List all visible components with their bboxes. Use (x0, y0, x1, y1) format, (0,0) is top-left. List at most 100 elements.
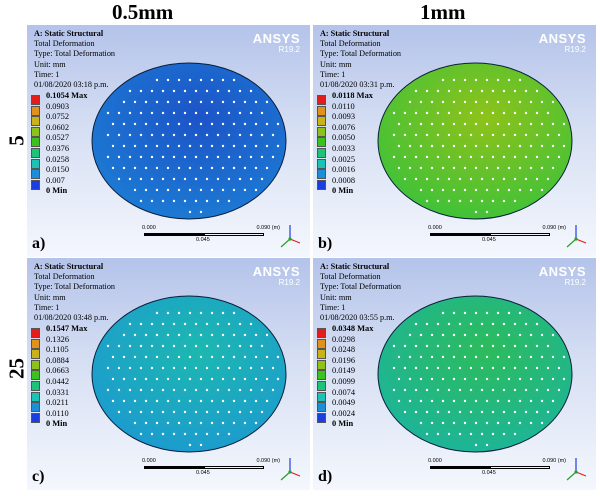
scale-mid: 0.045 (196, 470, 210, 476)
result-date: 01/08/2020 03:31 p.m. (320, 80, 395, 90)
legend-swatch (31, 349, 40, 360)
specimen-body (377, 295, 573, 453)
result-info: A: Static Structural Total Deformation Typ… (320, 262, 401, 323)
result-time: Time: 1 (320, 69, 346, 79)
legend-label: 0.0149 (332, 366, 356, 376)
legend-swatch (31, 359, 40, 370)
row-header-25: 25 (4, 358, 29, 379)
legend-label: 0.0093 (332, 112, 356, 122)
ansys-version: R19.2 (278, 45, 300, 54)
legend-swatch (31, 338, 40, 349)
result-panel-d[interactable]: A: Static Structural Total Deformation Typ… (313, 258, 596, 490)
legend-swatch (317, 412, 326, 423)
analysis-title: A: Static Structural (34, 29, 104, 38)
legend-swatch (317, 95, 326, 105)
mesh-dots (106, 78, 280, 214)
legend-label: 0 Min (46, 186, 68, 196)
legend-label: 0.0024 (332, 408, 356, 418)
color-legend: 0.0118 Max 0.0110 0.0093 0.0076 0.0050 0.0033… (317, 91, 397, 207)
column-header-0.5mm: 0.5mm (112, 0, 174, 24)
legend-label: 0.0110 (332, 101, 355, 111)
legend-label: 0.0298 (332, 334, 356, 344)
result-panel-b[interactable]: A: Static Structural Total Deformation Typ… (313, 25, 596, 257)
scale-end: 0.090 (m) (542, 225, 566, 231)
legend-swatch (317, 328, 326, 338)
legend-label: 0.0663 (46, 366, 70, 376)
specimen-body (377, 62, 573, 220)
mesh-dots (106, 311, 280, 447)
scale-mid: 0.045 (482, 470, 496, 476)
scale-end: 0.090 (m) (542, 458, 566, 464)
row-header-5: 5 (4, 135, 29, 146)
legend-swatch (31, 148, 40, 158)
scale-bar-graphic (430, 466, 550, 469)
legend-swatch (31, 381, 40, 391)
legend-label: 0.0099 (332, 377, 356, 386)
scale-start: 0.000 (428, 458, 442, 464)
legend-label: 0.007 (46, 175, 65, 185)
deformed-specimen[interactable] (89, 53, 289, 223)
ansys-logo: ANSYS R19.2 (539, 31, 586, 54)
result-panel-a[interactable]: A: Static Structural Total Deformation Typ… (27, 25, 310, 257)
legend-swatch (31, 412, 40, 423)
deformed-specimen[interactable] (89, 286, 289, 456)
legend-swatch (317, 105, 326, 116)
scale-bar: 0.000 0.090 (m) 0.045 (428, 458, 566, 478)
result-panel-c[interactable]: A: Static Structural Total Deformation Typ… (27, 258, 310, 490)
legend-swatch (317, 349, 326, 360)
column-header-1mm: 1mm (420, 0, 466, 24)
panel-tag: d) (318, 468, 333, 485)
legend-swatch (31, 402, 40, 413)
legend-label: 0.0211 (46, 398, 69, 408)
legend-label: 0.0049 (332, 398, 356, 408)
legend-swatch (317, 169, 326, 180)
analysis-title: A: Static Structural (320, 262, 390, 271)
deformed-specimen[interactable] (375, 53, 575, 223)
deformed-specimen[interactable] (375, 286, 575, 456)
legend-swatch (317, 359, 326, 370)
legend-label: 0.0752 (46, 112, 70, 122)
legend-label: 0.0076 (332, 122, 356, 132)
result-date: 01/08/2020 03:55 p.m. (320, 313, 395, 323)
result-type: Type: Total Deformation (320, 282, 402, 292)
specimen-body (91, 295, 287, 453)
legend-swatch (31, 126, 40, 137)
scale-bar: 0.000 0.090 (m) 0.045 (142, 458, 280, 478)
legend-swatch (31, 116, 40, 127)
result-info: A: Static Structural Total Deformation Typ… (320, 29, 401, 90)
scale-start: 0.000 (428, 225, 442, 231)
legend-swatch (31, 179, 40, 190)
color-legend: 0.1054 Max 0.0903 0.0752 0.0602 0.0527 0.0376… (31, 91, 111, 207)
result-date: 01/08/2020 03:48 p.m. (34, 313, 109, 323)
result-name: Total Deformation (34, 272, 95, 282)
axis-triad-icon (280, 458, 301, 481)
legend-swatch (317, 137, 326, 148)
legend-label: 0.0025 (332, 154, 356, 164)
legend-label: 0.1105 (46, 345, 69, 355)
legend-label: 0.0016 (332, 165, 356, 175)
mesh-dots (392, 78, 566, 214)
axis-triad-icon (280, 225, 301, 248)
scale-bar-graphic (430, 233, 550, 236)
ansys-brand: ANSYS (252, 31, 300, 46)
legend-label: 0 Min (46, 419, 68, 429)
specimen-svg (91, 295, 287, 453)
legend-label: 0.1547 Max (46, 324, 88, 333)
result-info: A: Static Structural Total Deformation Typ… (34, 29, 115, 90)
ansys-brand: ANSYS (538, 31, 586, 46)
legend-label: 0.0248 (332, 345, 356, 355)
scale-mid: 0.045 (482, 237, 496, 243)
legend-label: 0.0903 (46, 101, 70, 111)
legend-label: 0.0033 (332, 144, 356, 153)
legend-swatch (31, 158, 40, 169)
panel-tag: b) (318, 235, 333, 252)
legend-swatch (31, 328, 40, 338)
legend-swatch (317, 116, 326, 127)
legend-label: 0.0196 (332, 355, 356, 365)
specimen-svg (91, 62, 287, 220)
result-type: Type: Total Deformation (320, 49, 402, 59)
scale-bar: 0.000 0.090 (m) 0.045 (142, 225, 280, 245)
legend-label: 0.0602 (46, 122, 70, 132)
legend-label: 0.1326 (46, 334, 70, 344)
legend-swatch (317, 338, 326, 349)
